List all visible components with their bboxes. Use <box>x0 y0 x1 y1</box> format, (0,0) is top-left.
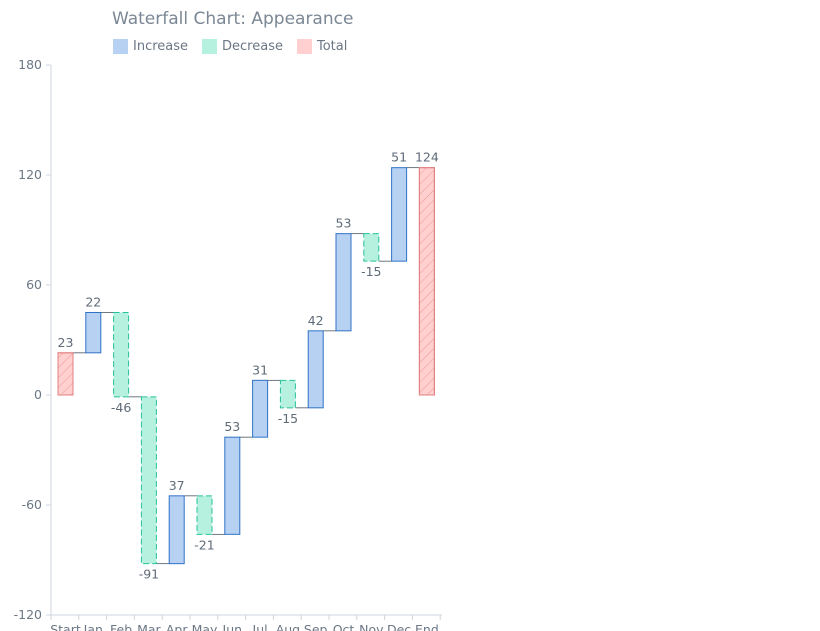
data-label: -91 <box>139 567 159 582</box>
bar-increase[interactable] <box>307 330 324 409</box>
data-labels: 23 22 -46 -91 37 -21 53 31 -15 42 53 -15 51 124 <box>58 150 439 582</box>
data-label: 53 <box>224 419 240 434</box>
x-tick-label: Start <box>50 622 81 631</box>
y-tick-label: 60 <box>26 277 42 292</box>
data-label: 53 <box>336 216 352 231</box>
legend-item-total[interactable]: Total <box>296 39 348 54</box>
x-tick-label: Nov <box>359 622 384 631</box>
bar-decrease[interactable] <box>140 396 157 565</box>
x-tick-label: Sep <box>304 622 328 631</box>
x-tick-label: Mar <box>137 622 161 631</box>
y-tick-label: 180 <box>18 57 42 72</box>
bar-decrease[interactable] <box>113 312 130 398</box>
legend-swatch-total <box>296 39 312 54</box>
legend-item-decrease[interactable]: Decrease <box>202 39 283 54</box>
bar-decrease[interactable] <box>363 233 380 262</box>
data-label: -46 <box>111 400 131 415</box>
chart-title: Waterfall Chart: Appearance <box>112 9 354 29</box>
y-tick-label: -120 <box>14 607 42 622</box>
data-label: 124 <box>415 150 439 165</box>
legend-label-increase: Increase <box>133 39 189 54</box>
bar-increase[interactable] <box>224 436 241 535</box>
connector-lines <box>73 167 420 565</box>
legend-label-decrease: Decrease <box>222 39 283 54</box>
legend-item-increase[interactable]: Increase <box>113 39 188 54</box>
data-label: 37 <box>169 478 185 493</box>
bar-total-hatch <box>418 167 435 396</box>
x-tick-label: Jan <box>83 622 103 631</box>
data-label: 31 <box>252 362 268 377</box>
bar-decrease[interactable] <box>196 495 213 535</box>
legend-swatch-decrease <box>202 39 218 54</box>
data-label: 22 <box>85 295 101 310</box>
bars <box>57 167 435 565</box>
x-tick-label: Oct <box>333 622 355 631</box>
data-label: 23 <box>58 335 74 350</box>
legend: Increase Decrease Total <box>113 39 361 54</box>
x-tick-label: Apr <box>166 622 188 631</box>
bar-increase[interactable] <box>391 167 408 262</box>
bar-increase[interactable] <box>168 495 185 565</box>
bar-total-hatch <box>57 352 74 396</box>
x-tick-label: Jun <box>222 622 243 631</box>
data-label: -15 <box>278 411 298 426</box>
data-label: -21 <box>194 537 214 552</box>
x-tick-label: Feb <box>110 622 132 631</box>
legend-swatch-increase <box>113 39 128 54</box>
data-label: 42 <box>308 313 324 328</box>
x-tick-label: End <box>415 622 439 631</box>
x-tick-label: Jul <box>252 622 268 631</box>
x-tick-label: May <box>192 622 218 631</box>
y-tick-label: 120 <box>18 167 42 182</box>
bar-decrease[interactable] <box>279 379 296 409</box>
bar-increase[interactable] <box>252 379 269 438</box>
x-tick-label: Aug <box>276 622 300 631</box>
y-tick-label: -60 <box>22 497 42 512</box>
y-tick-label: 0 <box>34 387 42 402</box>
bar-increase[interactable] <box>85 312 102 354</box>
x-tick-label: Dec <box>387 622 411 631</box>
legend-label-total: Total <box>316 39 348 54</box>
data-label: -15 <box>361 264 381 279</box>
axes: 180 120 60 0 -60 -120 Start Jan Feb Mar Apr May Jun J… <box>14 57 442 631</box>
bar-increase[interactable] <box>335 233 352 332</box>
data-label: 51 <box>391 150 407 165</box>
